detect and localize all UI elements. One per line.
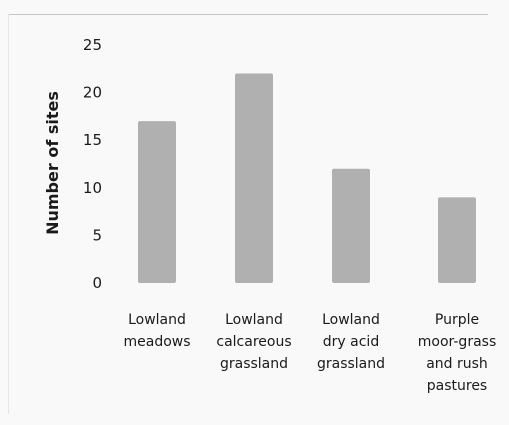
x-category-label-line: calcareous (216, 334, 291, 350)
x-category-label-line: and rush (426, 356, 488, 372)
x-category-label-line: meadows (123, 334, 190, 350)
x-category-label-line: Purple (435, 312, 479, 328)
x-category-label: Purple moor-grass and rush pastures (418, 312, 497, 394)
x-category-label-line: grassland (220, 356, 288, 372)
x-category-label: Lowland dry acid grassland (317, 312, 385, 372)
x-category-label: Lowland calcareous grassland (216, 312, 291, 372)
x-category-label-line: dry acid (323, 334, 379, 350)
y-tick-label: 10 (83, 179, 102, 197)
x-category-label-line: pastures (427, 378, 487, 394)
x-category-label-line: Lowland (225, 312, 283, 328)
x-category-label-line: grassland (317, 356, 385, 372)
bar (332, 168, 370, 283)
x-category-labels: Lowland meadows Lowland calcareous grassland… (123, 312, 496, 394)
y-tick-label: 5 (92, 226, 102, 244)
bars (138, 73, 476, 283)
bar (138, 121, 176, 283)
y-axis-label: Number of sites (43, 91, 62, 235)
y-tick-label: 25 (83, 36, 102, 54)
x-category-label: Lowland meadows (123, 312, 190, 350)
x-category-label-line: moor-grass (418, 334, 497, 350)
bar (438, 197, 476, 283)
chart-top-border (8, 14, 488, 15)
y-tick-label: 20 (83, 84, 102, 102)
y-tick-label: 0 (92, 274, 102, 292)
x-category-label-line: Lowland (322, 312, 380, 328)
y-tick-label: 15 (83, 131, 102, 149)
y-axis-label-group: Number of sites (43, 91, 62, 235)
x-category-label-line: Lowland (128, 312, 186, 328)
y-ticks: 0 5 10 15 20 25 (83, 36, 102, 292)
chart-left-border (8, 14, 9, 414)
bar (235, 73, 273, 283)
